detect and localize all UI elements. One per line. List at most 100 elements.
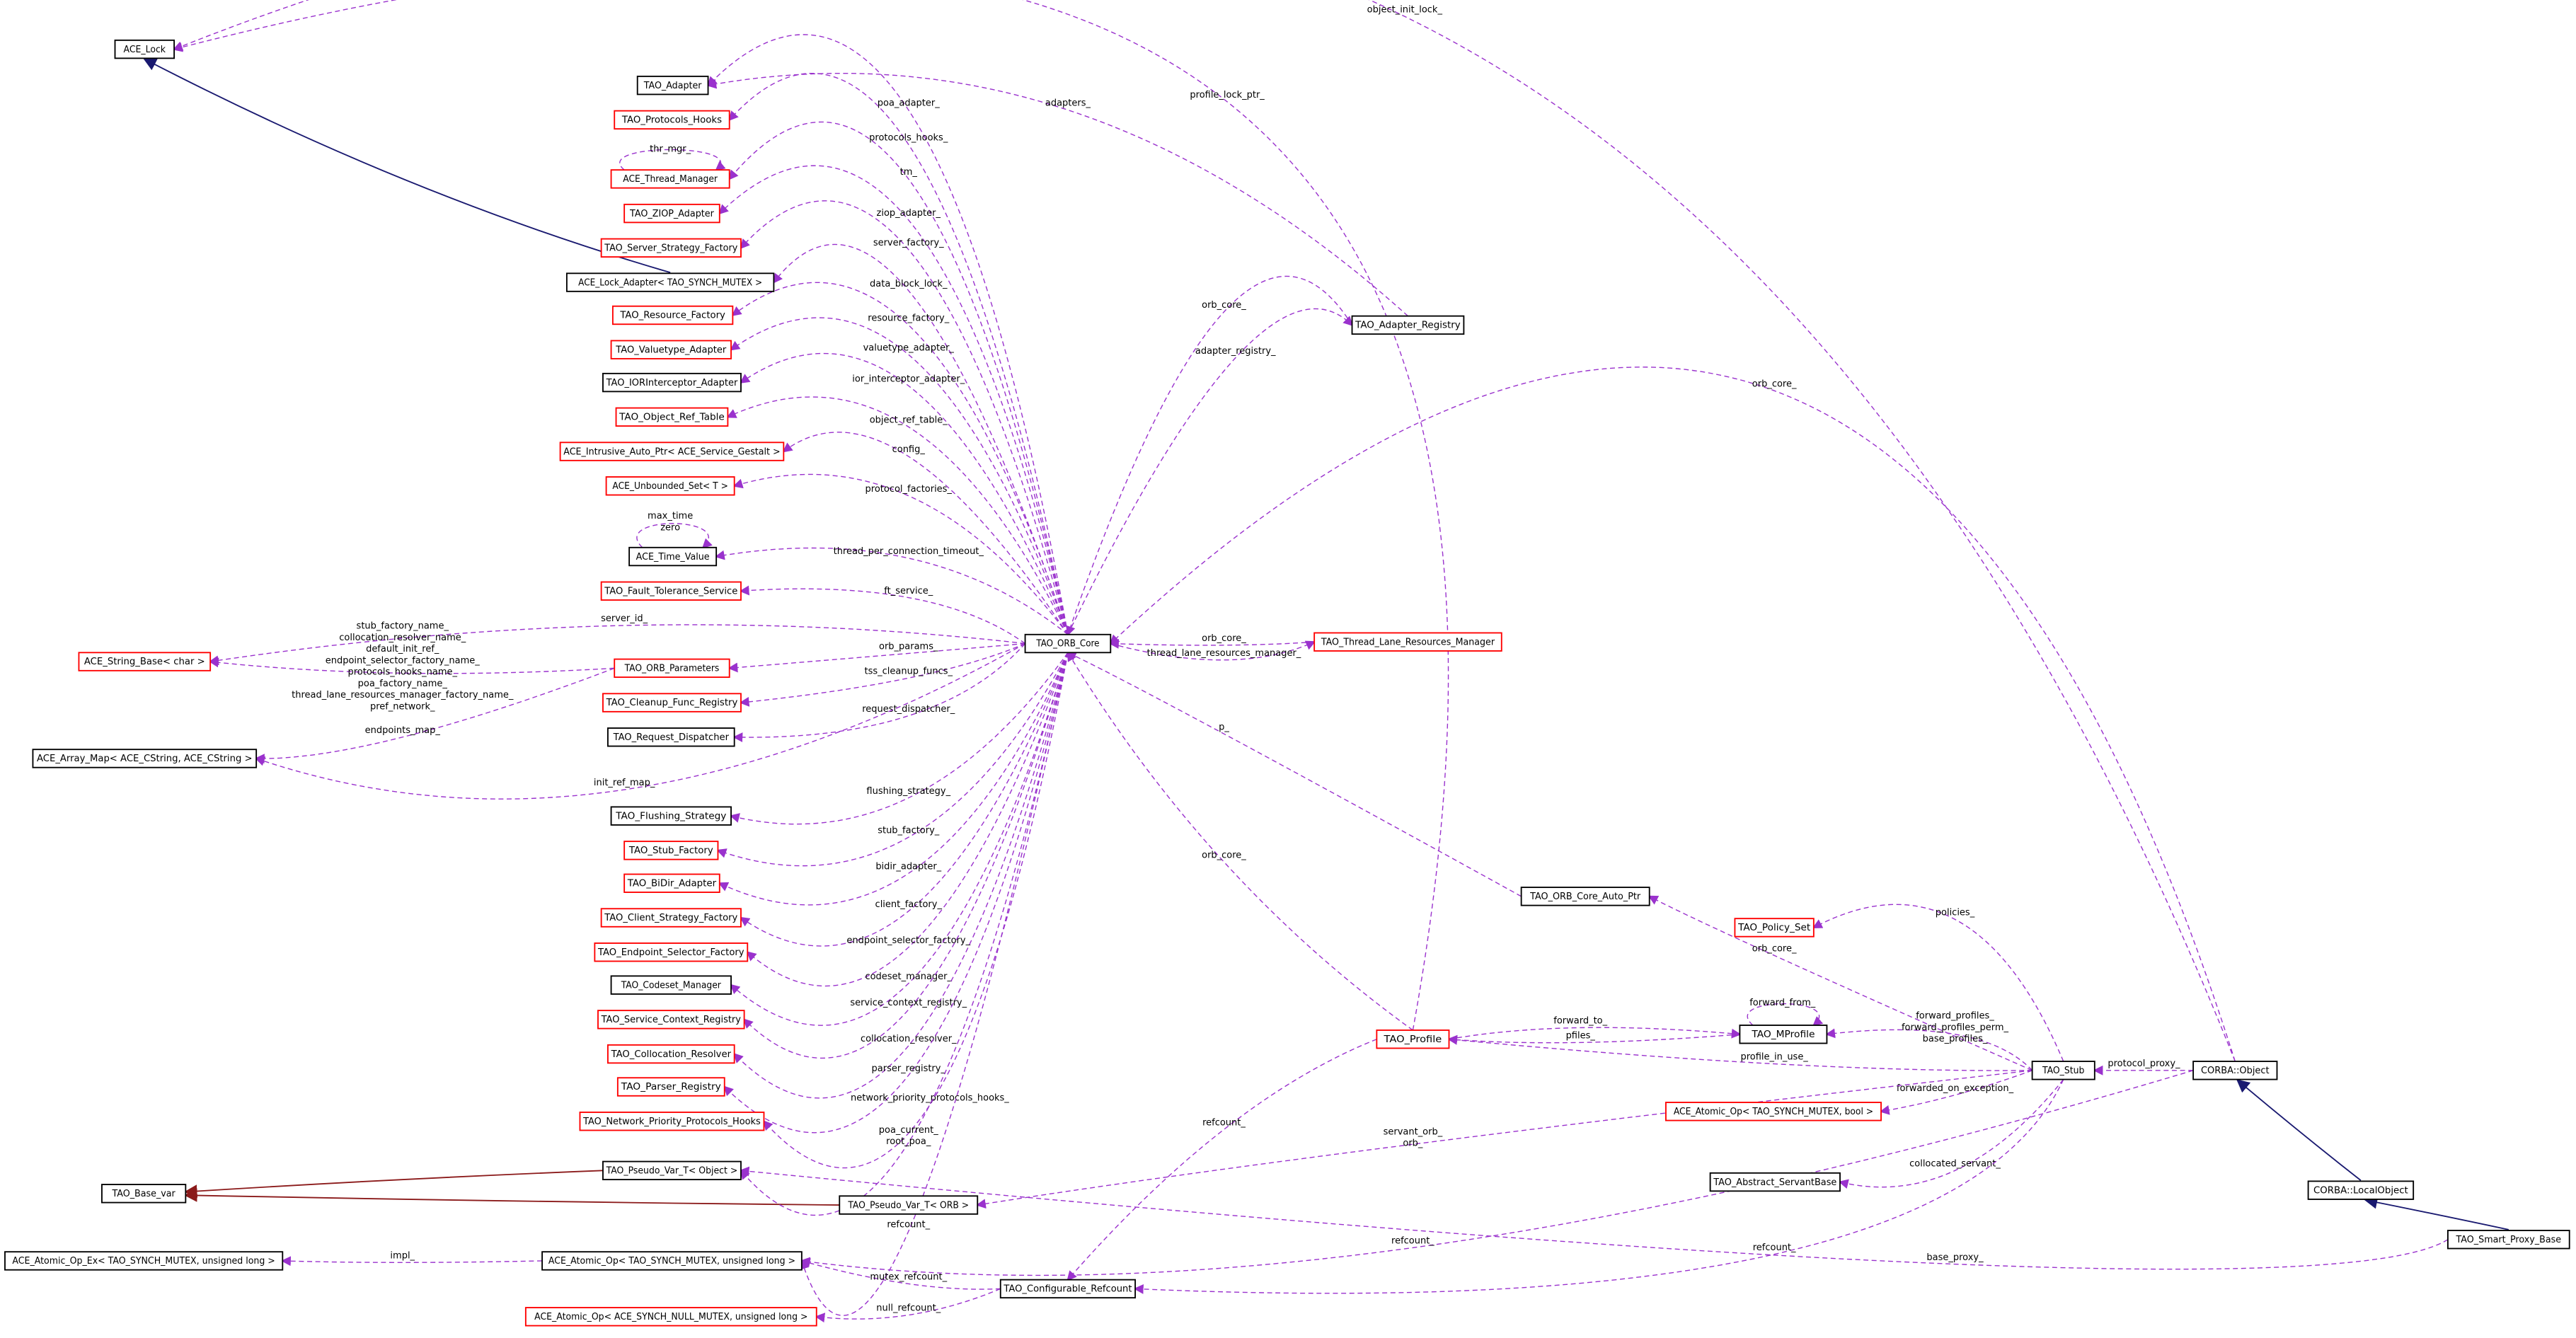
class-box [602, 372, 742, 393]
class-label: TAO_Stub [2042, 1066, 2084, 1076]
edge-label: data_block_lock_ [870, 279, 948, 289]
member-edge [799, 652, 1069, 1316]
class-label: ACE_Lock [124, 45, 166, 55]
class-box [610, 169, 730, 189]
edge-label: parser_registry_ [872, 1063, 946, 1074]
member-edge [730, 317, 1069, 635]
edge-label: refcount_ [1202, 1118, 1246, 1129]
edge-label: policies_ [1936, 908, 1975, 918]
member-edge [728, 642, 1025, 673]
class-label: TAO_Profile [1383, 1034, 1442, 1045]
inheritance-edge [184, 1189, 840, 1206]
class-label: TAO_Object_Ref_Table [619, 413, 725, 423]
edge-label: zero [660, 522, 680, 533]
edge-label: endpoints_map_ [365, 725, 441, 736]
class-label: TAO_Parser_Registry [621, 1082, 722, 1092]
edge-label: adapter_registry_ [1195, 346, 1276, 357]
member-edge [772, 243, 1069, 635]
edge-label: protocols_hooks_ [869, 132, 948, 143]
class-box [610, 806, 732, 826]
member-edge [172, 0, 1449, 1031]
member-edge [1825, 1028, 2033, 1071]
edge-label: protocol_proxy_ [2108, 1059, 2180, 1069]
class-box [607, 727, 735, 747]
class-box [623, 873, 720, 893]
class-label: TAO_Cleanup_Func_Registry [606, 698, 738, 708]
edge-label: mutex_refcount_ [870, 1272, 947, 1283]
member-edge [975, 1070, 2032, 1209]
edge-label: request_dispatcher_ [862, 704, 955, 715]
member-edge [1066, 1039, 1377, 1281]
class-box [4, 1251, 284, 1271]
class-label: TAO_ORB_Core_Auto_Ptr [1529, 892, 1641, 902]
class-box [597, 1010, 745, 1030]
edge-label: pfiles_ [1566, 1031, 1596, 1042]
edge-label: base_proxy_ [1926, 1252, 1984, 1263]
member-edge [718, 652, 1069, 906]
class-box [623, 841, 719, 860]
class-box [565, 272, 775, 292]
member-edge [739, 585, 1025, 645]
edge-label: flushing_strategy_ [866, 786, 950, 797]
class-box [600, 908, 742, 928]
class-label: TAO_Abstract_ServantBase [1713, 1177, 1836, 1188]
class-box [1734, 918, 1815, 938]
class-box [610, 340, 732, 359]
member-edge [740, 652, 1069, 947]
inheritance-edge [143, 58, 671, 274]
class-box [579, 1112, 765, 1131]
member-edge [728, 121, 1069, 635]
class-label: ACE_Lock_Adapter< TAO_SYNCH_MUTEX > [578, 277, 762, 288]
edge-label: base_profiles_ [1923, 1034, 1988, 1044]
edge-label: refcount_ [887, 1219, 930, 1230]
class-label: TAO_Adapter [643, 81, 702, 91]
class-box [616, 1077, 725, 1097]
edge-label: stub_factory_name_ [357, 621, 449, 632]
inheritance-edge [2364, 1196, 2509, 1230]
class-box [2192, 1061, 2278, 1080]
edge-label: codeset_manager_ [865, 971, 952, 982]
class-box [623, 203, 720, 224]
class-label: ACE_String_Base< char > [84, 657, 205, 667]
member-edge [1109, 367, 2236, 1062]
class-label: TAO_Service_Context_Registry [601, 1015, 742, 1025]
class-label: TAO_Base_var [112, 1189, 176, 1199]
class-box [541, 1251, 803, 1271]
edge-label: ziop_adapter_ [877, 208, 941, 219]
class-label: TAO_Endpoint_Selector_Factory [597, 947, 744, 958]
class-box [1024, 633, 1112, 654]
class-box [32, 749, 258, 768]
edge-label: endpoint_selector_factory_ [846, 935, 970, 946]
edge-label: forward_profiles_ [1916, 1011, 1994, 1022]
member-edge [716, 652, 1069, 867]
member-edge [1447, 1034, 2032, 1071]
class-label: TAO_Stub_Factory [628, 846, 713, 856]
edge-label: null_refcount_ [876, 1303, 941, 1314]
class-box [1376, 1030, 1450, 1049]
class-label: TAO_Policy_Set [1737, 923, 1810, 933]
class-box [114, 39, 176, 59]
class-label: TAO_MProfile [1751, 1030, 1815, 1040]
edge-label: impl_ [390, 1250, 415, 1261]
edge-label: service_context_registry_ [850, 998, 967, 1008]
edge-label: refcount_ [1391, 1236, 1434, 1247]
class-label: TAO_Network_Priority_Protocols_Hooks [582, 1117, 761, 1127]
member-edge [730, 652, 1069, 1026]
class-box [607, 1044, 735, 1064]
class-box [1739, 1025, 1828, 1044]
edge-label: profile_in_use_ [1740, 1052, 1808, 1063]
class-label: TAO_Protocols_Hooks [621, 115, 722, 126]
class-box [1313, 632, 1502, 652]
edge-label: adapters_ [1045, 98, 1091, 109]
class-label: ACE_Intrusive_Auto_Ptr< ACE_Service_Gest… [563, 446, 780, 457]
class-box [559, 442, 785, 461]
member-edge [1066, 275, 1353, 636]
class-box [1665, 1102, 1882, 1121]
class-label: TAO_Pseudo_Var_T< ORB > [847, 1200, 969, 1211]
edge-label: orb_core_ [1752, 379, 1797, 389]
class-box [614, 110, 730, 130]
class-label: CORBA::Object [2201, 1066, 2270, 1076]
member-edge [800, 1070, 2194, 1276]
edge-label: p_ [1219, 722, 1229, 732]
